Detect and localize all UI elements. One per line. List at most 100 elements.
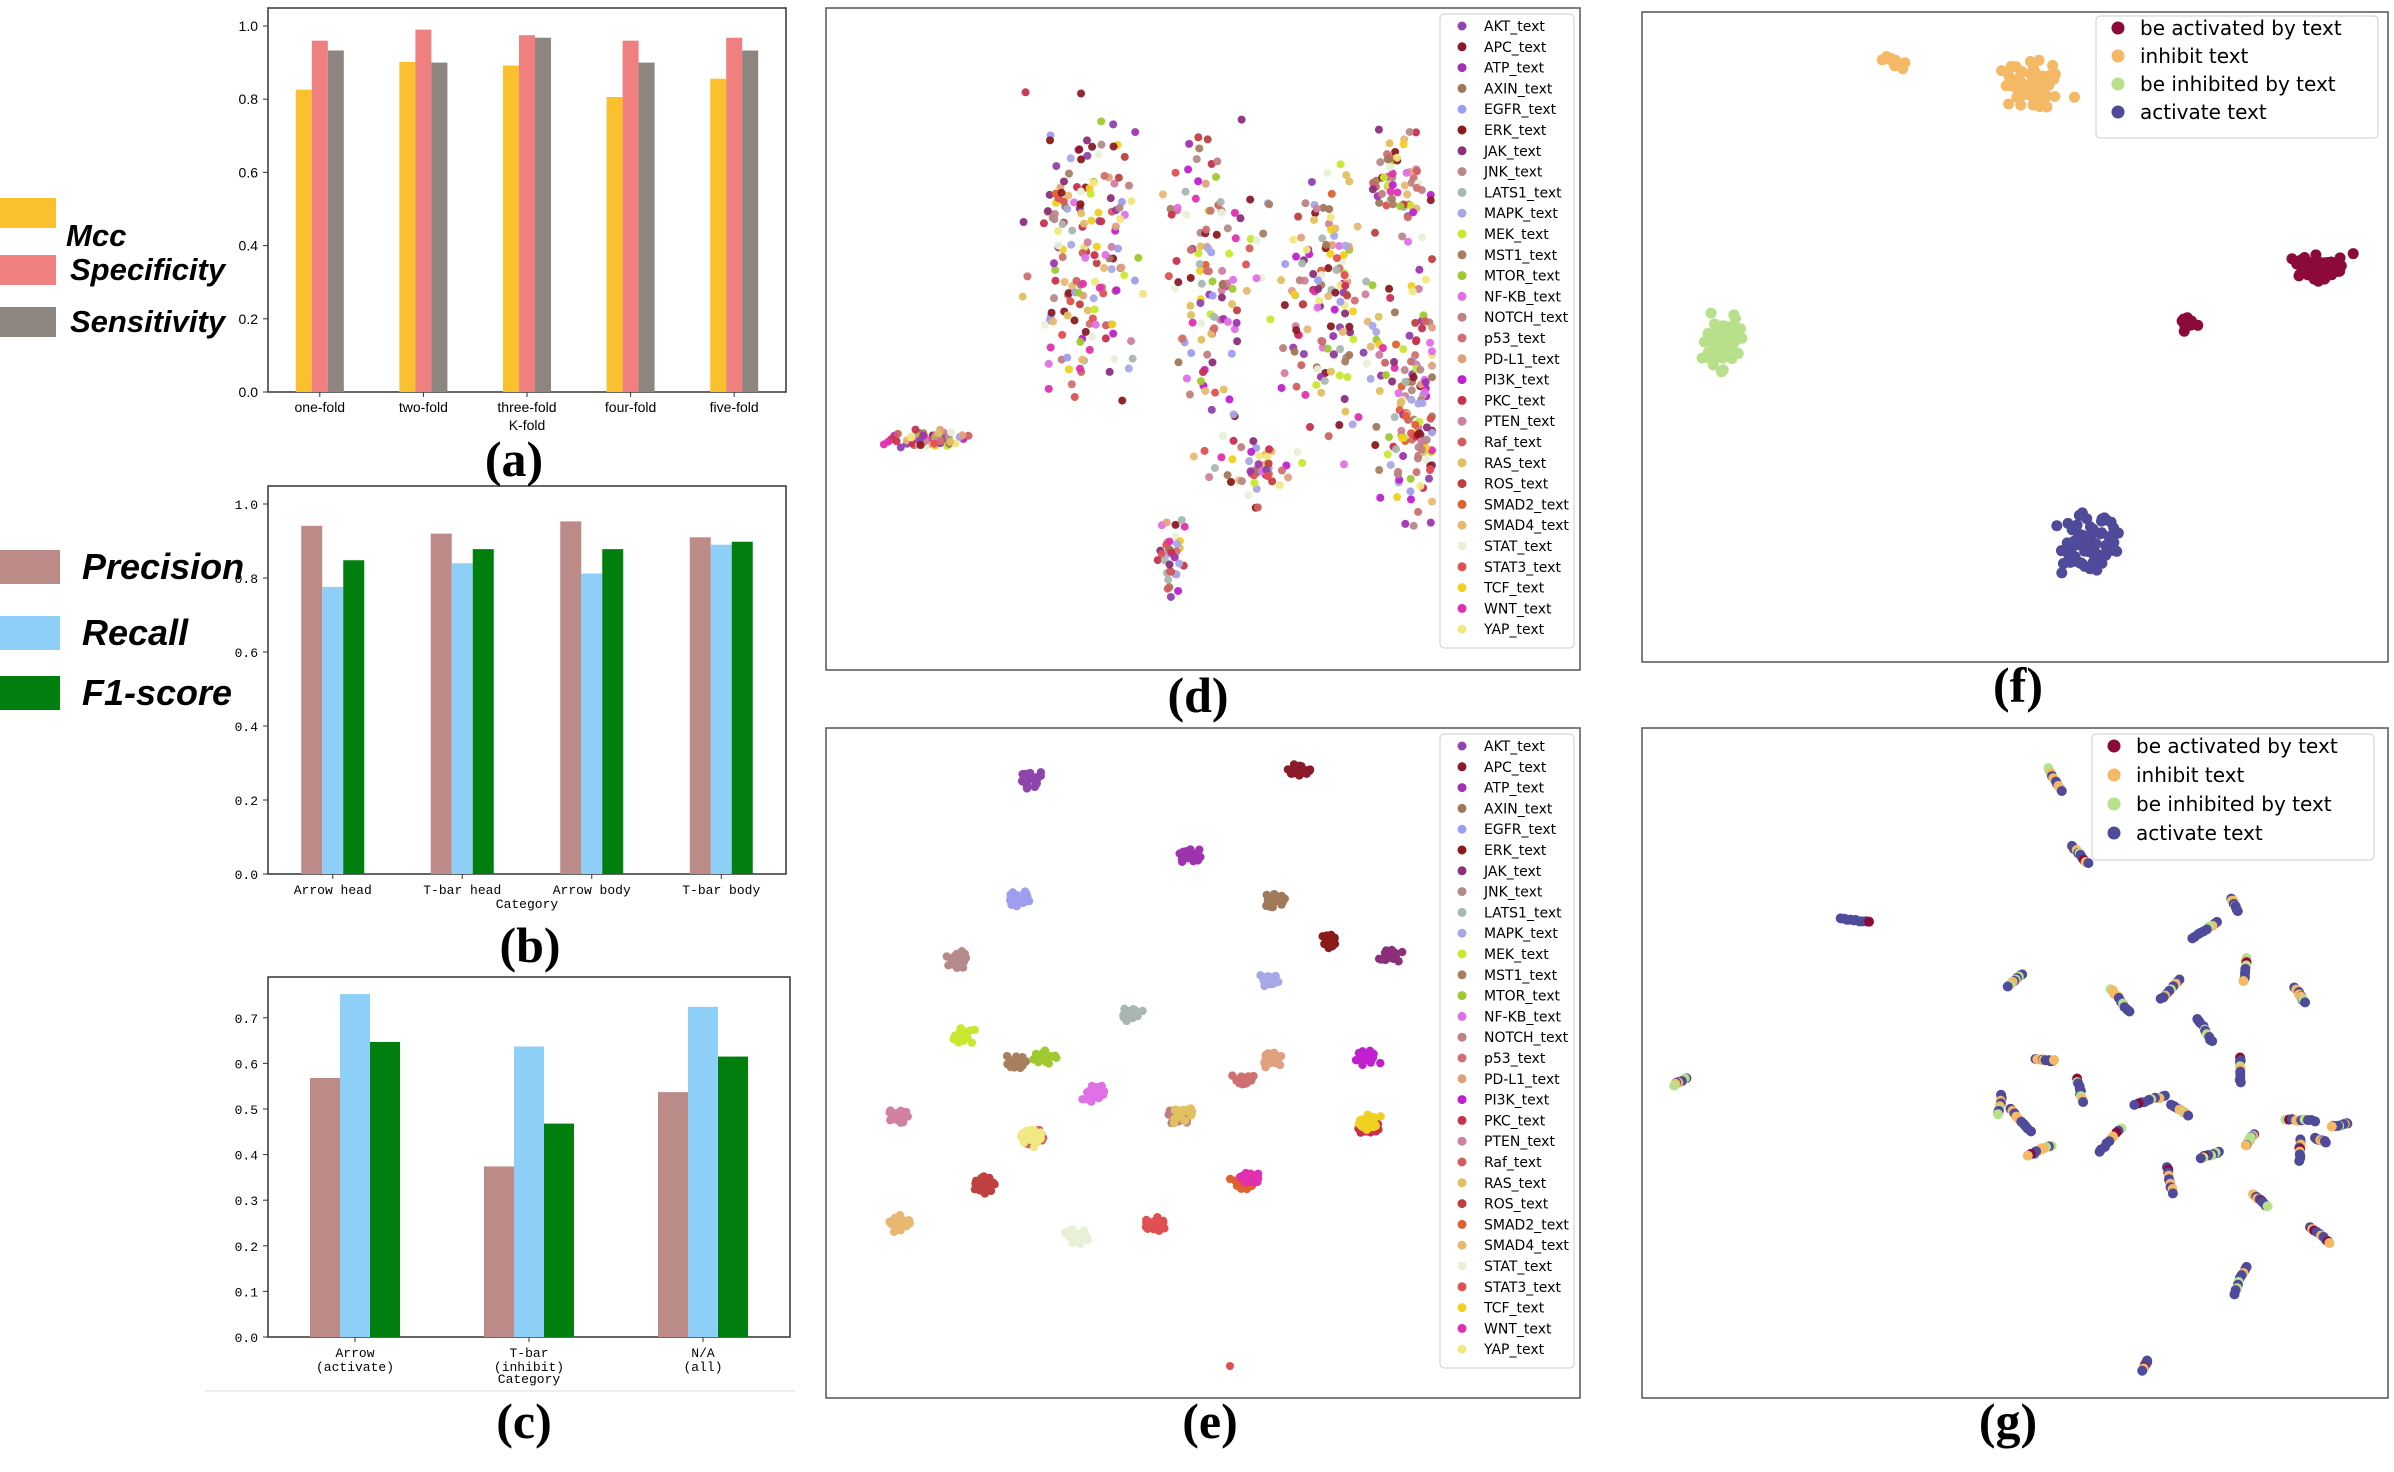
- scatter-point: [1228, 1071, 1237, 1080]
- scatter-point: [1186, 245, 1195, 254]
- scatter-point: [1156, 1223, 1166, 1233]
- scatter-point: [2299, 251, 2311, 263]
- bar-mcc: [295, 89, 312, 393]
- scatter-point: [1204, 244, 1213, 253]
- scatter-point: [1388, 180, 1397, 189]
- legend-entry: p53_text: [1484, 331, 1546, 347]
- legend-entry: PI3K_text: [1484, 373, 1550, 389]
- legend-marker: [1457, 42, 1467, 52]
- scatter-point: [1340, 394, 1349, 403]
- scatter-point: [1106, 194, 1115, 203]
- legend-entry: ERK_text: [1484, 843, 1547, 859]
- scatter-point: [1254, 460, 1263, 469]
- y-tick-label: 0.3: [235, 1194, 258, 1209]
- scatter-point: [958, 431, 967, 440]
- scatter-point: [1051, 276, 1060, 285]
- scatter-point: [1250, 478, 1259, 487]
- scatter-point: [1372, 422, 1381, 431]
- scatter-point: [1167, 548, 1176, 557]
- scatter-point: [2207, 1036, 2218, 1047]
- legend-marker: [1457, 479, 1467, 489]
- scatter-point: [1324, 264, 1333, 273]
- scatter-point: [1406, 474, 1415, 483]
- scatter-point: [1397, 397, 1406, 406]
- scatter-point: [1090, 251, 1099, 260]
- scatter-point: [1323, 168, 1332, 177]
- scatter-point: [960, 1027, 970, 1037]
- scatter-point: [1385, 433, 1394, 442]
- scatter-point: [1345, 351, 1354, 360]
- scatter-point: [1046, 343, 1055, 352]
- legend-bc-precision: Precision: [0, 546, 244, 588]
- scatter-point: [2183, 315, 2195, 327]
- bar-recall: [710, 544, 732, 874]
- scatter-point: [1290, 290, 1299, 299]
- scatter-point: [1225, 395, 1234, 404]
- scatter-point: [1253, 1169, 1263, 1178]
- scatter-point: [1078, 1095, 1087, 1104]
- scatter-point: [1171, 284, 1180, 293]
- legend-marker: [1457, 375, 1467, 385]
- scatter-point: [1343, 373, 1352, 382]
- scatter-point: [1420, 388, 1429, 397]
- legend-marker: [1457, 437, 1467, 447]
- y-tick-label: 0.2: [235, 1240, 258, 1255]
- scatter-point: [1293, 448, 1302, 457]
- y-tick-label: 0.4: [239, 238, 259, 254]
- legend-marker: [1457, 949, 1467, 959]
- legend-entry: be activated by text: [2136, 734, 2338, 758]
- scatter-point: [1088, 142, 1097, 151]
- scatter-point: [1401, 519, 1410, 528]
- x-tick-label: four-fold: [605, 399, 656, 415]
- scatter-point: [1400, 366, 1409, 375]
- scatter-point: [1348, 307, 1357, 316]
- scatter-point: [1186, 845, 1195, 854]
- scatter-point: [1198, 368, 1207, 377]
- scatter-point: [1409, 521, 1418, 530]
- scatter-point: [1377, 189, 1386, 198]
- scatter-point: [1428, 428, 1436, 437]
- scatter-point: [2041, 101, 2053, 113]
- scatter-point: [1100, 171, 1109, 180]
- scatter-point: [1407, 395, 1416, 404]
- scatter-point: [1393, 493, 1402, 502]
- scatter-point: [1227, 477, 1236, 486]
- legend-entry: MEK_text: [1484, 947, 1549, 963]
- scatter-point: [1203, 350, 1212, 359]
- scatter-point: [2063, 551, 2075, 563]
- scatter-point: [1393, 188, 1402, 197]
- x-tick-label: N/A: [691, 1346, 715, 1361]
- legend-marker: [2111, 21, 2125, 35]
- scatter-point: [1138, 1006, 1147, 1016]
- scatter-point: [2024, 56, 2036, 68]
- scatter-point: [2294, 1155, 2305, 1166]
- bar-recall: [514, 1046, 544, 1337]
- legend-entry: inhibit text: [2140, 44, 2249, 68]
- scatter-point: [1426, 414, 1435, 423]
- scatter-plot-d: AKT_text APC_text ATP_text AXIN_text EGFR_te…: [825, 7, 1581, 671]
- scatter-point: [891, 1115, 900, 1124]
- bar-sensitivity: [638, 62, 655, 392]
- scatter-point: [1107, 242, 1116, 251]
- scatter-point: [1309, 270, 1318, 279]
- scatter-point: [2137, 1365, 2148, 1376]
- scatter-point: [2031, 88, 2043, 100]
- scatter-point: [1083, 306, 1092, 315]
- scatter-point: [1404, 237, 1413, 246]
- scatter-point: [1077, 89, 1086, 98]
- legend-a-mcc: [0, 198, 70, 228]
- scatter-point: [1191, 194, 1200, 203]
- scatter-point: [1353, 222, 1362, 231]
- scatter-point: [1386, 293, 1395, 302]
- scatter-point: [1229, 275, 1238, 284]
- scatter-point: [2096, 527, 2108, 539]
- scatter-point: [1330, 231, 1339, 240]
- scatter-point: [1195, 266, 1204, 275]
- scatter-point: [1295, 276, 1304, 285]
- scatter-point: [1097, 217, 1106, 226]
- scatter-point: [1388, 377, 1397, 386]
- scatter-point: [1021, 88, 1030, 97]
- scatter-point: [1114, 244, 1123, 253]
- scatter-point: [1330, 305, 1339, 314]
- legend-entry: AKT_text: [1484, 19, 1545, 35]
